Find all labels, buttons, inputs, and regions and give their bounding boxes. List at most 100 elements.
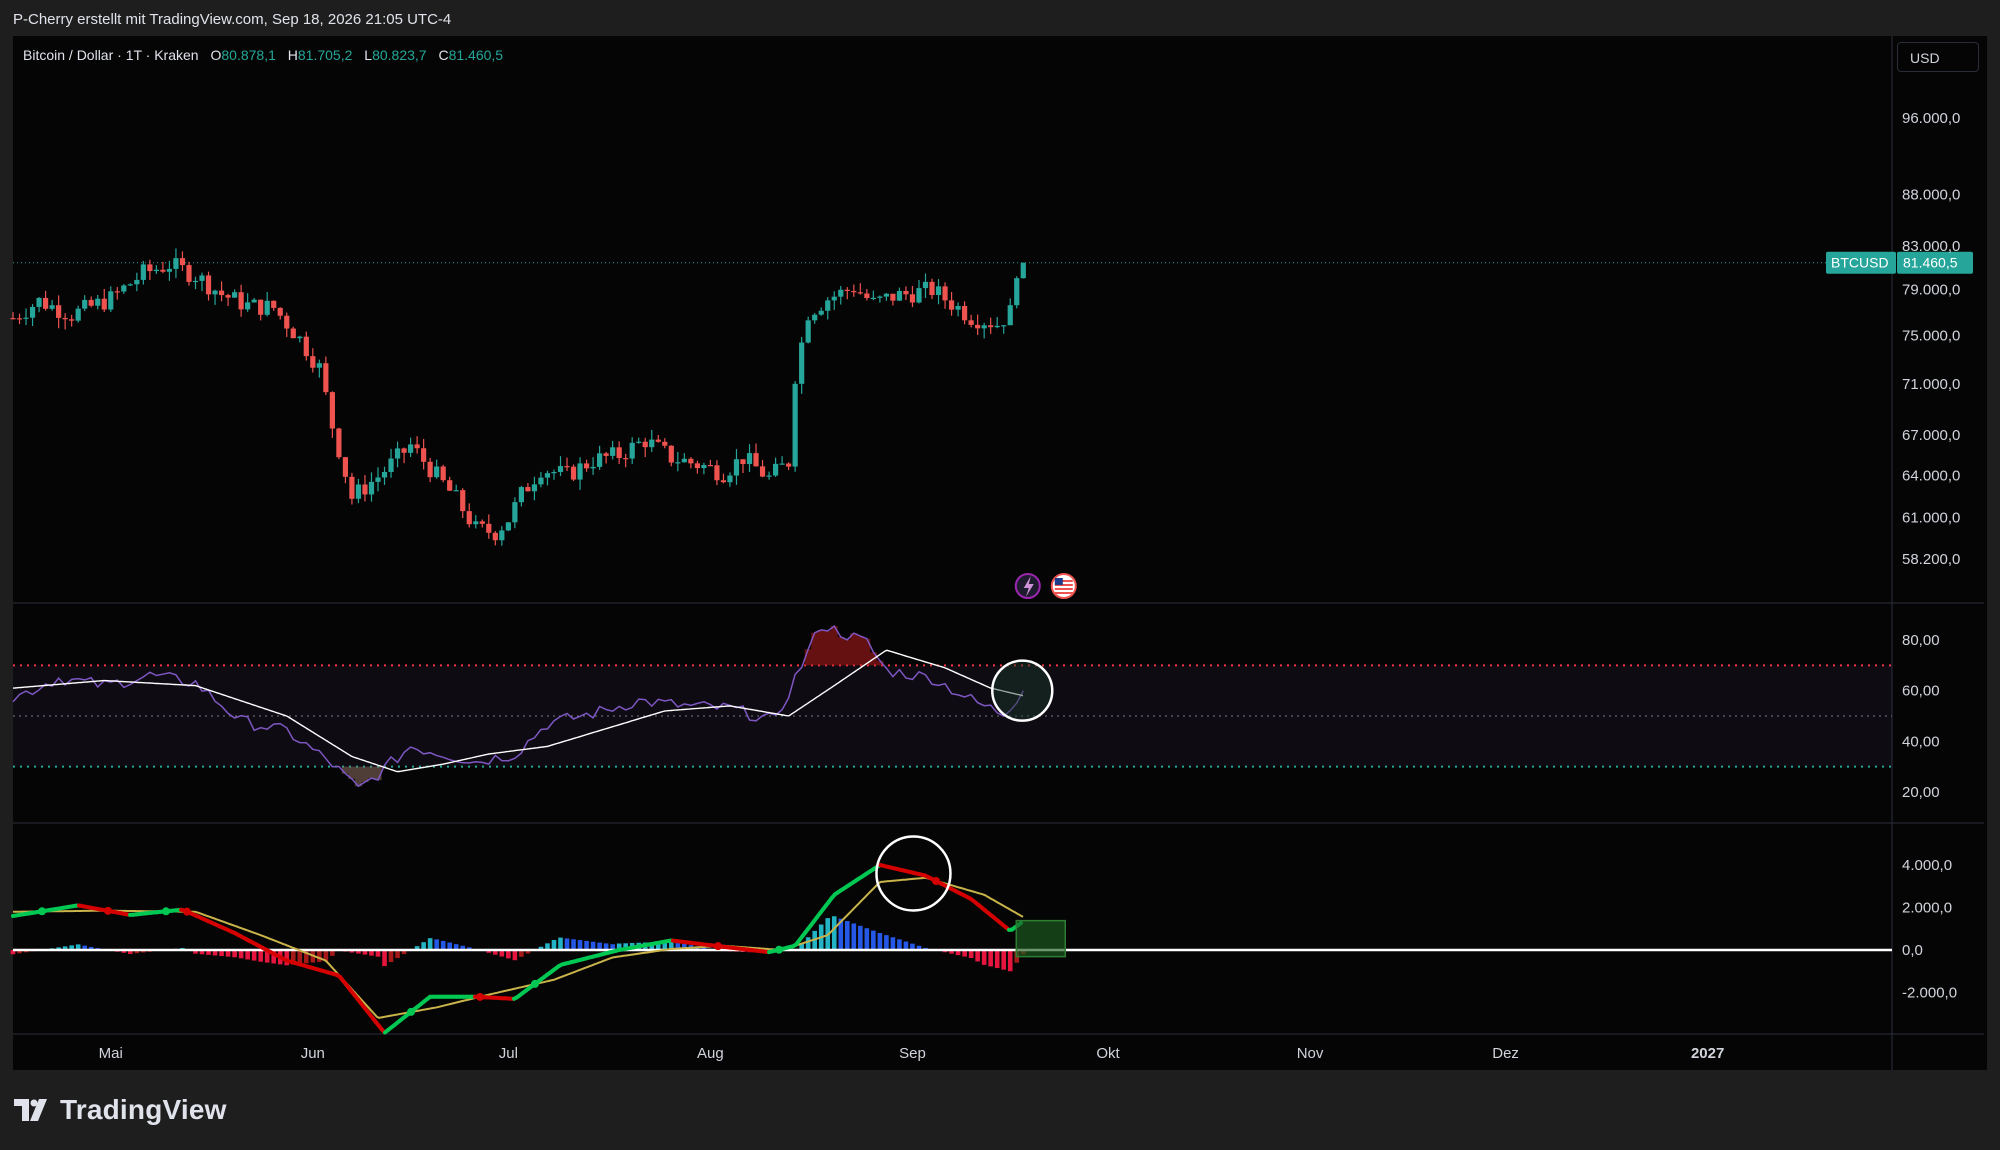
candle-body <box>232 292 238 298</box>
candle-body <box>42 297 49 309</box>
price-axis-label: 96.000,0 <box>1902 110 1960 127</box>
candle-body <box>323 363 329 393</box>
price-tag-symbol: BTCUSD <box>1831 255 1889 271</box>
macd-histogram-bar <box>903 941 909 950</box>
candle-body <box>812 314 818 321</box>
macd-axis-label: 4.000,0 <box>1902 857 1952 874</box>
currency-button[interactable]: USD <box>1897 42 1979 72</box>
candle-body <box>623 458 629 460</box>
macd-histogram-bar <box>212 950 218 956</box>
macd-histogram-bar <box>199 950 205 955</box>
candle-body <box>512 502 518 523</box>
macd-histogram-bar <box>225 950 231 957</box>
candle-body <box>649 439 655 448</box>
candle-body <box>629 442 635 459</box>
ohlc-legend[interactable]: Bitcoin / Dollar · 1T · Kraken O80.878,1… <box>23 47 503 63</box>
rsi-axis-label: 60,00 <box>1902 683 1940 700</box>
time-axis-label: Okt <box>1096 1045 1120 1062</box>
macd-histogram-bar <box>62 946 68 950</box>
macd-histogram-bar <box>519 950 524 957</box>
macd-histogram-bar <box>805 937 811 950</box>
candle-body <box>838 289 844 297</box>
price-tag: BTCUSD 81.460,5 <box>1826 251 1973 274</box>
macd-histogram-bar <box>460 945 466 950</box>
macd-histogram-bar <box>466 947 472 950</box>
close-value: 81.460,5 <box>448 47 504 63</box>
candle-body <box>903 290 909 295</box>
candle-body <box>473 521 479 525</box>
macd-histogram-bar <box>17 950 22 954</box>
candle-body <box>662 441 668 446</box>
rsi-axis-label: 80,00 <box>1902 632 1940 649</box>
time-axis-label: 2027 <box>1691 1045 1724 1062</box>
macd-cross-dot <box>476 992 484 1001</box>
candle-body <box>948 300 955 310</box>
us-flag-canton <box>1054 578 1063 585</box>
candle-body <box>916 288 922 303</box>
macd-histogram-bar <box>121 950 127 953</box>
macd-cross-dot <box>162 907 170 916</box>
macd-histogram-bar <box>962 950 967 957</box>
chart-frame[interactable] <box>13 36 1987 1070</box>
axis-layer: BTCUSD 81.460,5 96.000,0 88.000,0 83.000,0 79… <box>99 110 1973 1062</box>
candle-body <box>818 310 824 315</box>
candle-body <box>316 363 322 368</box>
candle-body <box>590 466 596 469</box>
candle-body <box>896 290 903 301</box>
macd-histogram-bar <box>949 950 954 954</box>
macd-histogram-bar <box>414 946 420 950</box>
macd-histogram-bar <box>88 946 94 950</box>
candle-body <box>505 522 511 531</box>
candle-body <box>864 293 870 299</box>
macd-cross-dot <box>104 906 112 915</box>
symbol-title[interactable]: Bitcoin / Dollar · 1T · Kraken <box>23 47 199 63</box>
candle-body <box>303 336 309 357</box>
candle-body <box>460 490 466 512</box>
candle-body <box>329 392 335 429</box>
candle-body <box>857 292 863 294</box>
candle-body <box>675 462 681 464</box>
candle-body <box>531 484 538 492</box>
macd-histogram-bar <box>1007 950 1013 972</box>
macd-histogram-bar <box>655 942 661 950</box>
price-axis-label: 75.000,0 <box>1902 328 1960 345</box>
price-axis-label: 71.000,0 <box>1902 376 1960 393</box>
candle-body <box>95 298 101 306</box>
candle-body <box>245 302 251 310</box>
us-flag-stripe <box>1054 588 1073 590</box>
candle-body <box>10 318 16 320</box>
candle-body <box>610 447 616 456</box>
candle-body <box>1020 262 1026 279</box>
annotation-layer <box>875 573 1077 958</box>
candle-body <box>694 463 700 469</box>
time-axis-label: Aug <box>697 1045 724 1062</box>
indicator-line-layer <box>11 625 1024 1035</box>
macd-histogram-bar <box>499 950 505 957</box>
candle-body <box>62 317 68 320</box>
candle-body <box>655 439 661 442</box>
lightning-bolt <box>1023 576 1034 597</box>
macd-histogram-bar <box>264 950 270 963</box>
candle-body <box>75 308 81 321</box>
macd-histogram-bar <box>512 950 518 961</box>
macd-histogram-bar <box>558 937 563 950</box>
candle-body <box>238 292 244 310</box>
macd-histogram-bar <box>577 940 583 950</box>
candle-body <box>929 281 935 296</box>
macd-histogram-bar <box>421 942 426 950</box>
candle-body <box>355 484 362 499</box>
tradingview-logo[interactable]: TradingView <box>14 1094 227 1126</box>
candle-body <box>988 325 994 328</box>
candle-body <box>186 265 192 282</box>
price-axis-label: 64.000,0 <box>1902 467 1960 484</box>
time-axis-label: Nov <box>1297 1045 1324 1062</box>
candle-body <box>179 258 186 266</box>
macd-histogram-bar <box>897 939 902 950</box>
macd-histogram-bar <box>10 950 16 955</box>
top-bar: P-Cherry erstellt mit TradingView.com, S… <box>0 0 2000 36</box>
candle-body <box>56 305 62 318</box>
macd-histogram-bar <box>584 940 589 950</box>
candle-body <box>720 480 727 483</box>
candle-body <box>284 315 290 329</box>
